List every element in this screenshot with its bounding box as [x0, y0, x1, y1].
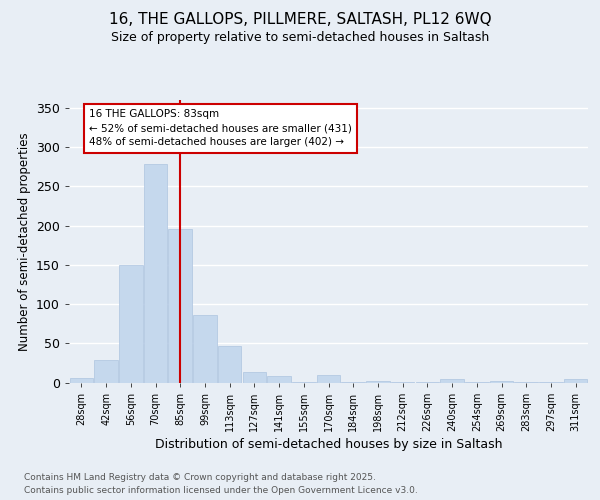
Y-axis label: Number of semi-detached properties: Number of semi-detached properties	[17, 132, 31, 350]
Bar	[366, 381, 389, 382]
Text: Size of property relative to semi-detached houses in Saltash: Size of property relative to semi-detach…	[111, 31, 489, 44]
Bar	[268, 376, 291, 382]
X-axis label: Distribution of semi-detached houses by size in Saltash: Distribution of semi-detached houses by …	[155, 438, 502, 451]
Bar	[70, 378, 93, 382]
Bar	[119, 265, 143, 382]
Bar	[94, 360, 118, 382]
Bar	[144, 164, 167, 382]
Bar	[317, 376, 340, 382]
Bar	[440, 380, 464, 382]
Text: 16, THE GALLOPS, PILLMERE, SALTASH, PL12 6WQ: 16, THE GALLOPS, PILLMERE, SALTASH, PL12…	[109, 12, 491, 28]
Bar	[218, 346, 241, 383]
Bar	[490, 381, 513, 382]
Bar	[564, 380, 587, 382]
Bar	[169, 230, 192, 382]
Text: Contains public sector information licensed under the Open Government Licence v3: Contains public sector information licen…	[24, 486, 418, 495]
Bar	[242, 372, 266, 382]
Text: 16 THE GALLOPS: 83sqm
← 52% of semi-detached houses are smaller (431)
48% of sem: 16 THE GALLOPS: 83sqm ← 52% of semi-deta…	[89, 110, 352, 148]
Text: Contains HM Land Registry data © Crown copyright and database right 2025.: Contains HM Land Registry data © Crown c…	[24, 472, 376, 482]
Bar	[193, 315, 217, 382]
